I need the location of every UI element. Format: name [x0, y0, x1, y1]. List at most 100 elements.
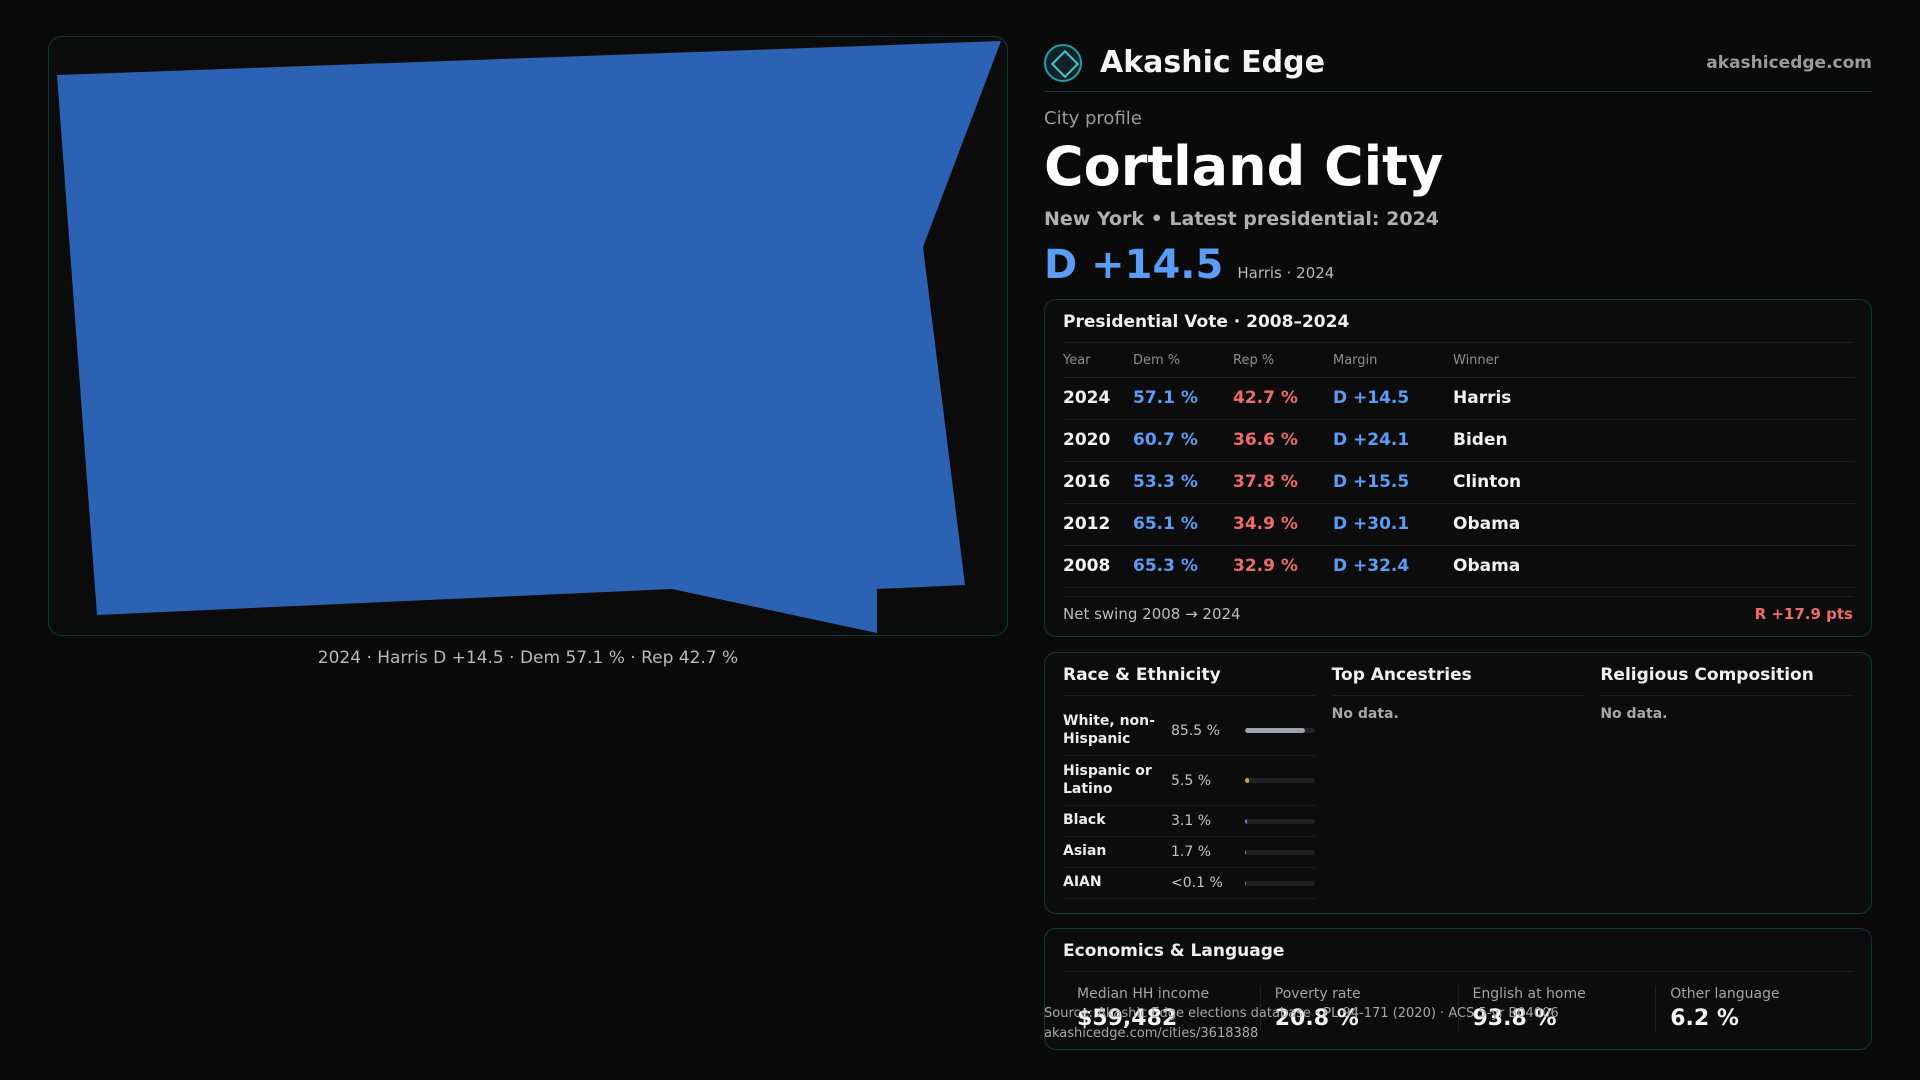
margin-cell: D +24.1 — [1333, 419, 1453, 462]
demographics-card: Race & Ethnicity White, non-Hispanic 85.… — [1044, 652, 1872, 914]
economics-card: Economics & Language Median HH income $5… — [1044, 928, 1872, 1050]
stat-other-language: Other language 6.2 % — [1655, 986, 1853, 1031]
city-boundary-shape — [57, 41, 1001, 633]
presidential-vote-card: Presidential Vote · 2008–2024 Year Dem %… — [1044, 299, 1872, 637]
race-name: Black — [1063, 812, 1106, 829]
race-bar — [1245, 778, 1315, 783]
dem-cell: 60.7 % — [1133, 419, 1233, 462]
table-row: 2008 65.3 % 32.9 % D +32.4 Obama — [1063, 545, 1855, 588]
brand-bar: Akashic Edge akashicedge.com — [1044, 36, 1872, 92]
table-row: 2020 60.7 % 36.6 % D +24.1 Biden — [1063, 419, 1855, 462]
economics-title: Economics & Language — [1063, 941, 1853, 972]
race-name: AIAN — [1063, 874, 1102, 891]
stat-value: 93.8 % — [1472, 1006, 1557, 1031]
race-bar — [1245, 728, 1315, 733]
state-subline: New York • Latest presidential: 2024 — [1044, 208, 1440, 231]
race-pct: 1.7 % — [1171, 844, 1212, 860]
brand-name[interactable]: Akashic Edge — [1100, 45, 1325, 80]
source-footer: Source: Akashic Edge elections database … — [1044, 1004, 1872, 1044]
page-title: Cortland City — [1044, 135, 1444, 198]
source-url-link[interactable]: akashicedge.com/cities/3618388 — [1044, 1026, 1259, 1041]
race-name: Asian — [1063, 843, 1107, 860]
list-item: Hispanic or Latino 5.5 % — [1063, 756, 1316, 806]
column-header: Year — [1063, 345, 1133, 378]
dem-cell: 53.3 % — [1133, 461, 1233, 504]
winner-cell: Clinton — [1453, 461, 1855, 504]
ancestries-empty: No data. — [1331, 706, 1399, 722]
stat-value: $59,482 — [1077, 1006, 1178, 1031]
race-bar-fill — [1245, 849, 1247, 855]
winner-cell: Harris — [1453, 377, 1855, 420]
list-item: White, non-Hispanic 85.5 % — [1063, 706, 1316, 756]
year-cell: 2016 — [1063, 461, 1133, 504]
ancestries-title: Top Ancestries — [1331, 665, 1585, 696]
race-bar-fill — [1245, 778, 1249, 783]
stat-poverty-rate: Poverty rate 20.8 % — [1259, 986, 1458, 1031]
latest-margin-note: Harris · 2024 — [1237, 264, 1335, 283]
winner-cell: Obama — [1453, 503, 1855, 546]
race-bar — [1245, 818, 1315, 824]
race-bar-fill — [1245, 880, 1247, 886]
table-row: 2012 65.1 % 34.9 % D +30.1 Obama — [1063, 503, 1855, 546]
stat-english-home: English at home 93.8 % — [1457, 986, 1656, 1031]
map-caption: 2024 · Harris D +14.5 · Dem 57.1 % · Rep… — [317, 648, 739, 668]
dem-cell: 65.1 % — [1133, 503, 1233, 546]
winner-cell: Obama — [1453, 545, 1855, 588]
stat-label: Other language — [1670, 986, 1780, 1002]
city-boundary-map — [57, 41, 1001, 633]
column-header: Margin — [1333, 345, 1453, 378]
latest-margin: D +14.5 — [1044, 242, 1224, 289]
source-text: Source: Akashic Edge elections database … — [1044, 1006, 1559, 1021]
religion-empty: No data. — [1600, 706, 1668, 722]
brand-site-link[interactable]: akashicedge.com — [1706, 52, 1872, 73]
net-swing-value: R +17.9 pts — [1754, 604, 1853, 623]
margin-cell: D +15.5 — [1333, 461, 1453, 504]
race-pct: <0.1 % — [1171, 875, 1223, 891]
table-row: 2016 53.3 % 37.8 % D +15.5 Clinton — [1063, 461, 1855, 504]
stat-label: English at home — [1472, 986, 1586, 1002]
rep-cell: 32.9 % — [1233, 545, 1333, 588]
vote-table: Year Dem % Rep % Margin Winner 2024 57.1… — [1063, 345, 1855, 588]
table-row: 2024 57.1 % 42.7 % D +14.5 Harris — [1063, 377, 1855, 420]
list-item: Black 3.1 % — [1063, 806, 1316, 837]
race-bar — [1245, 880, 1315, 886]
ancestries-section: Top Ancestries No data. — [1331, 665, 1585, 901]
column-header: Rep % — [1233, 345, 1333, 378]
stat-value: 6.2 % — [1670, 1006, 1739, 1031]
race-bar-fill — [1245, 728, 1305, 733]
race-bar-fill — [1245, 818, 1248, 824]
net-swing-label: Net swing 2008 → 2024 — [1063, 604, 1241, 623]
margin-cell: D +32.4 — [1333, 545, 1453, 588]
race-name: White, non-Hispanic — [1063, 713, 1155, 747]
akashic-logo-icon[interactable] — [1044, 43, 1082, 82]
list-item: AIAN <0.1 % — [1063, 868, 1316, 899]
list-item: Asian 1.7 % — [1063, 837, 1316, 868]
rep-cell: 34.9 % — [1233, 503, 1333, 546]
stat-label: Median HH income — [1077, 986, 1210, 1002]
dem-cell: 57.1 % — [1133, 377, 1233, 420]
race-pct: 85.5 % — [1171, 722, 1220, 739]
column-header: Dem % — [1133, 345, 1233, 378]
race-title: Race & Ethnicity — [1063, 665, 1316, 696]
vote-card-title: Presidential Vote · 2008–2024 — [1063, 312, 1853, 343]
year-cell: 2020 — [1063, 419, 1133, 462]
margin-cell: D +14.5 — [1333, 377, 1453, 420]
year-cell: 2012 — [1063, 503, 1133, 546]
rep-cell: 36.6 % — [1233, 419, 1333, 462]
net-swing-row: Net swing 2008 → 2024 R +17.9 pts — [1063, 595, 1853, 623]
city-map[interactable] — [48, 36, 1008, 636]
year-cell: 2008 — [1063, 545, 1133, 588]
page-eyebrow: City profile — [1044, 108, 1142, 129]
column-header: Winner — [1453, 345, 1855, 378]
rep-cell: 37.8 % — [1233, 461, 1333, 504]
race-name: Hispanic or Latino — [1063, 763, 1152, 797]
rep-cell: 42.7 % — [1233, 377, 1333, 420]
stat-median-income: Median HH income $59,482 — [1063, 986, 1260, 1031]
race-pct: 5.5 % — [1171, 772, 1212, 789]
race-ethnicity-section: Race & Ethnicity White, non-Hispanic 85.… — [1063, 665, 1316, 901]
year-cell: 2024 — [1063, 377, 1133, 420]
religion-title: Religious Composition — [1600, 665, 1854, 696]
dem-cell: 65.3 % — [1133, 545, 1233, 588]
race-bar — [1245, 849, 1315, 855]
stat-label: Poverty rate — [1274, 986, 1361, 1002]
